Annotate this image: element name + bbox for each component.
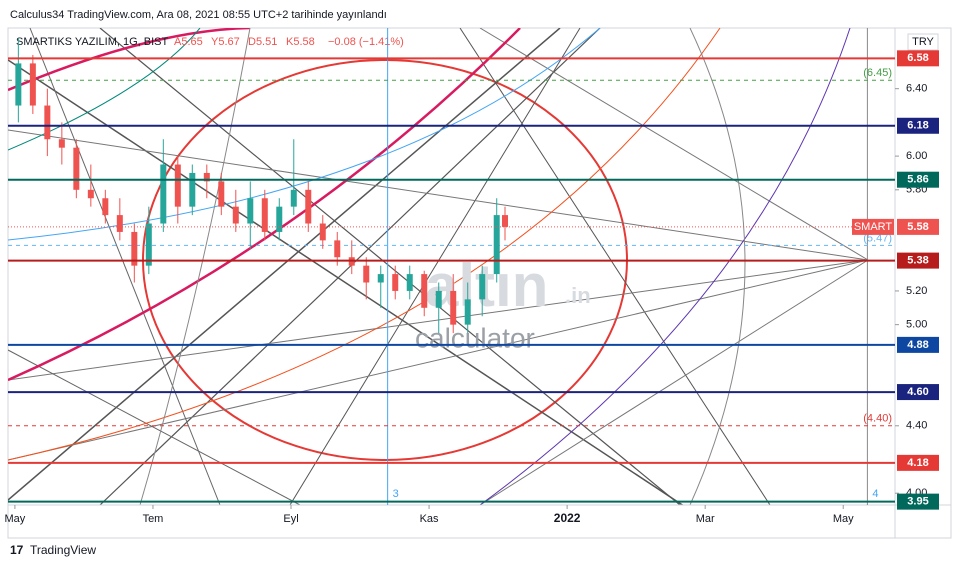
level-label: 3.95 — [907, 496, 928, 508]
watermark: .in — [565, 283, 591, 308]
candle-body — [406, 274, 413, 291]
cycle-label: 4 — [872, 488, 878, 500]
candle-body — [493, 215, 500, 275]
level-marker — [897, 336, 939, 353]
last-price-name-box — [852, 218, 894, 235]
candle-body — [87, 189, 94, 199]
level-label: 5.38 — [907, 255, 928, 267]
level-marker — [897, 454, 939, 471]
last-price-label: 5.58 — [907, 221, 928, 233]
candle-body — [479, 274, 486, 300]
level-marker — [897, 493, 939, 510]
x-tick-label: Mar — [696, 513, 715, 525]
y-tick-label: 5.20 — [906, 285, 927, 297]
frame — [7, 27, 952, 539]
last-price-marker — [897, 218, 939, 235]
candle-body — [174, 164, 181, 207]
candle-body — [334, 240, 341, 258]
level-marker — [897, 117, 939, 134]
x-tick-label: May — [5, 513, 26, 525]
candle-body — [247, 198, 254, 224]
dashed-level-label: (6.45) — [863, 67, 892, 79]
level-label: 4.88 — [907, 339, 928, 351]
candle-body — [305, 189, 312, 224]
currency: TRY — [912, 36, 934, 48]
gann-drawings — [8, 28, 895, 505]
candle-body — [73, 147, 80, 190]
candle-body — [421, 274, 428, 308]
candle-body — [435, 290, 442, 308]
level-label: 6.58 — [907, 52, 928, 64]
candle-body — [276, 206, 283, 232]
candle-body — [450, 290, 457, 325]
candle-body — [232, 206, 239, 224]
candle-body — [464, 299, 471, 325]
candle-body — [145, 223, 152, 266]
candle-body — [363, 265, 370, 283]
level-label: 5.86 — [907, 174, 928, 186]
level-label: 4.60 — [907, 386, 928, 398]
level-marker — [897, 50, 939, 67]
ohlc-open: A5.65 — [174, 36, 203, 48]
level-marker — [897, 384, 939, 401]
y-tick-label: 4.40 — [906, 420, 927, 432]
candle-body — [131, 231, 138, 266]
watermark: calculator — [415, 322, 535, 353]
currency-box — [907, 33, 939, 51]
y-tick-label: 6.40 — [906, 83, 927, 95]
ohlc-change: −0.08 (−1.41%) — [328, 36, 404, 48]
candle-body — [29, 63, 36, 106]
candle-body — [189, 172, 196, 207]
candle-body — [203, 172, 210, 182]
level-label: 6.18 — [907, 120, 928, 132]
x-tick-label: Kas — [420, 513, 439, 525]
ohlc-high: Y5.67 — [211, 36, 240, 48]
header: Calculus34 TradingView.com, Ara 08, 2021… — [10, 9, 387, 21]
level-label: 4.18 — [907, 457, 928, 469]
candle-body — [377, 274, 384, 283]
x-tick-label: 2022 — [554, 511, 581, 525]
candle-body — [44, 105, 51, 140]
watermark: altın — [425, 252, 548, 319]
candle-body — [290, 189, 297, 207]
x-tick-label: Tem — [143, 513, 164, 525]
candle-body — [102, 198, 109, 216]
x-tick-label: Eyl — [283, 513, 298, 525]
dashed-level-label: (4.40) — [863, 413, 892, 425]
plot — [8, 28, 895, 505]
last-price-name: SMART — [854, 221, 893, 233]
ohlc-legend: A5.65 Y5.67 D5.51 K5.58 −0.08 (−1.41%) — [174, 36, 404, 48]
brand-logo: 17 — [10, 543, 24, 557]
ohlc-low: D5.51 — [248, 36, 277, 48]
candle-body — [58, 139, 65, 148]
level-marker — [897, 171, 939, 188]
ohlc-close: K5.58 — [286, 36, 315, 48]
candle-body — [501, 215, 508, 227]
y-tick-label: 5.00 — [906, 319, 927, 331]
brand: TradingView — [30, 543, 96, 557]
candle-body — [15, 63, 22, 106]
level-marker — [897, 252, 939, 269]
candle-body — [160, 164, 167, 224]
candle-body — [392, 274, 399, 291]
dashed-level-label: (5.47) — [863, 232, 892, 244]
cycle-label: 3 — [393, 488, 399, 500]
candle-body — [261, 198, 268, 232]
symbol: SMARTIKS YAZILIM, 1G, BIST — [16, 36, 168, 48]
x-tick-label: May — [833, 513, 854, 525]
y-tick-label: 6.00 — [906, 150, 927, 162]
candle-body — [218, 181, 225, 207]
candle-body — [319, 223, 326, 241]
candle-body — [116, 215, 123, 232]
